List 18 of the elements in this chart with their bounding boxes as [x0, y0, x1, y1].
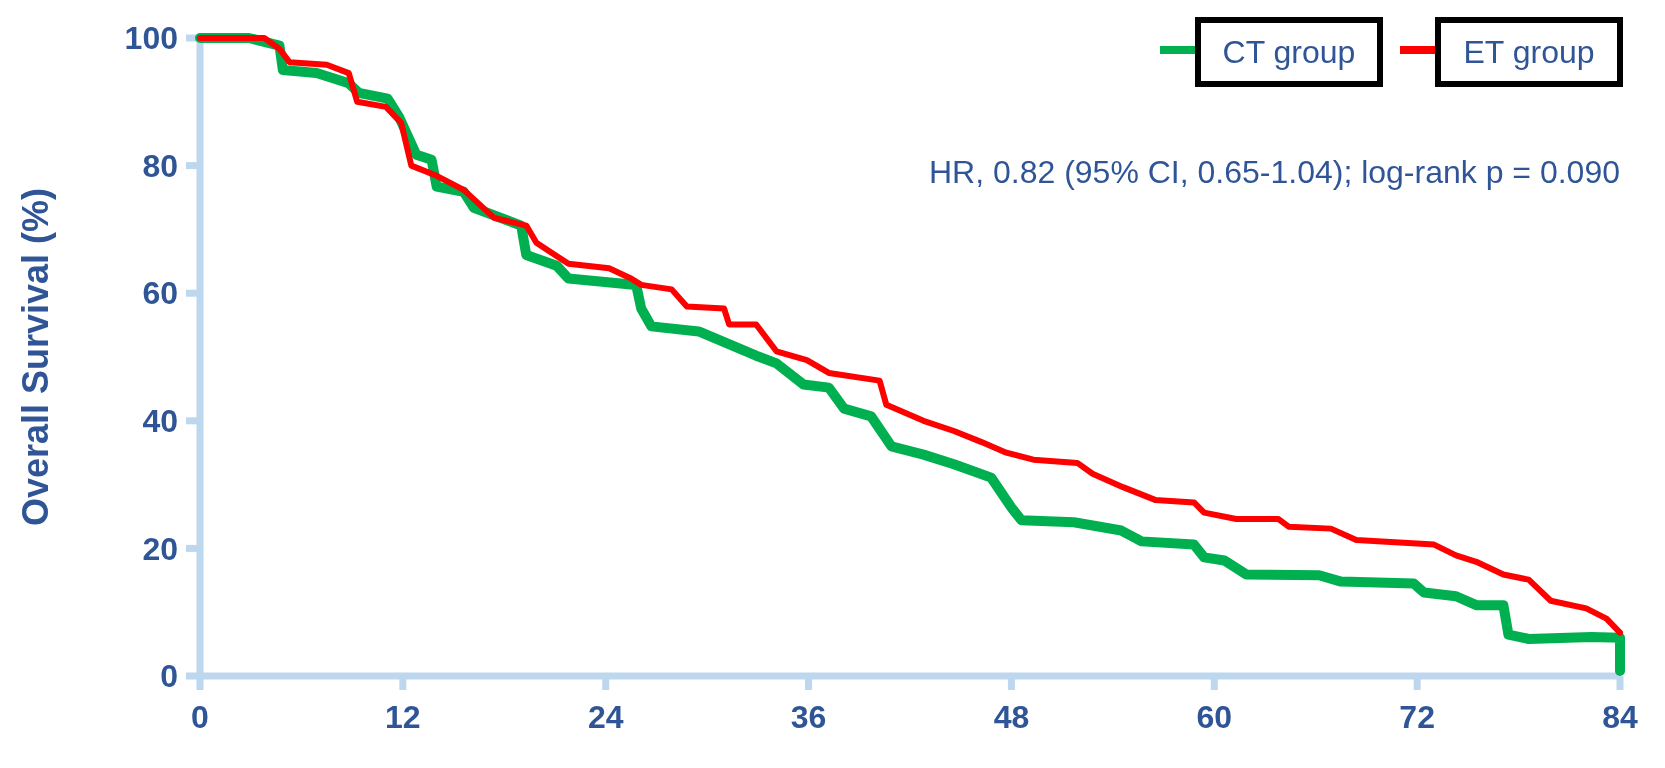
- x-tick-label: 0: [191, 699, 209, 735]
- y-tick-label: 20: [142, 530, 178, 567]
- legend-label: ET group: [1463, 34, 1595, 70]
- x-tick-label: 84: [1602, 699, 1638, 735]
- y-tick-label: 60: [142, 275, 178, 312]
- y-tick-label: 100: [124, 20, 178, 57]
- y-tick-label: 80: [142, 147, 178, 184]
- x-tick-label: 36: [790, 699, 827, 735]
- x-tick-label: 12: [385, 699, 421, 735]
- y-tick-label: 40: [142, 403, 178, 439]
- x-tick-label: 60: [1196, 699, 1233, 735]
- annotation: HR, 0.82 (95% CI, 0.65-1.04); log-rank p = 0.090: [928, 154, 1620, 190]
- x-tick-label: 72: [1399, 699, 1435, 735]
- x-tick-label: 24: [587, 699, 624, 735]
- y-tick-label: 0: [160, 658, 178, 695]
- legend-label: CT group: [1222, 34, 1356, 70]
- y-axis-title: Overall Survival (%): [15, 187, 56, 527]
- x-tick-label: 48: [993, 699, 1030, 735]
